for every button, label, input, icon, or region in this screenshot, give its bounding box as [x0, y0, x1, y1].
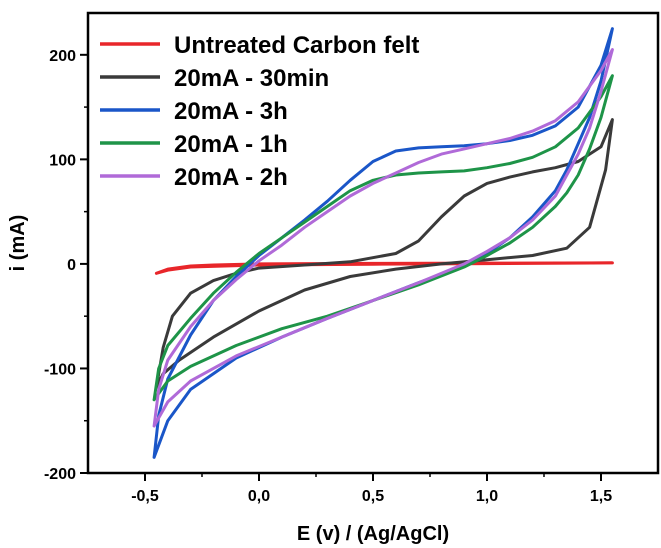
series-line-5	[152, 48, 614, 428]
legend-label-2: 20mA - 30min	[174, 65, 329, 92]
legend-label-3: 20mA - 3h	[174, 98, 288, 125]
x-axis: -0,5 0,0 0,5 1,0 1,5	[131, 473, 612, 505]
series-line-2	[154, 118, 614, 389]
legend-label-5: 20mA - 2h	[174, 164, 288, 191]
legend-label-1: Untreated Carbon felt	[174, 32, 419, 59]
y-axis-title: i (mA)	[7, 215, 29, 272]
series-line-1	[154, 261, 614, 275]
legend: Untreated Carbon felt 20mA - 30min 20mA - …	[100, 32, 419, 191]
y-tick-label: 0	[67, 257, 76, 274]
legend-label-4: 20mA - 1h	[174, 131, 288, 158]
y-tick-label: 100	[49, 152, 76, 169]
series-layer	[152, 27, 614, 459]
x-tick-label: 0,5	[362, 488, 384, 505]
x-tick-label: 0,0	[248, 488, 270, 505]
y-tick-label: 200	[49, 48, 76, 65]
y-tick-label: -100	[44, 361, 76, 378]
y-axis: -200 -100 0 100 200	[44, 48, 88, 483]
x-tick-label: 1,0	[476, 488, 498, 505]
x-axis-title: E (v) / (Ag/AgCl)	[297, 523, 449, 545]
x-tick-label: 1,5	[590, 488, 612, 505]
y-tick-label: -200	[44, 466, 76, 483]
x-tick-label: -0,5	[131, 488, 159, 505]
series-line-3	[152, 27, 614, 459]
